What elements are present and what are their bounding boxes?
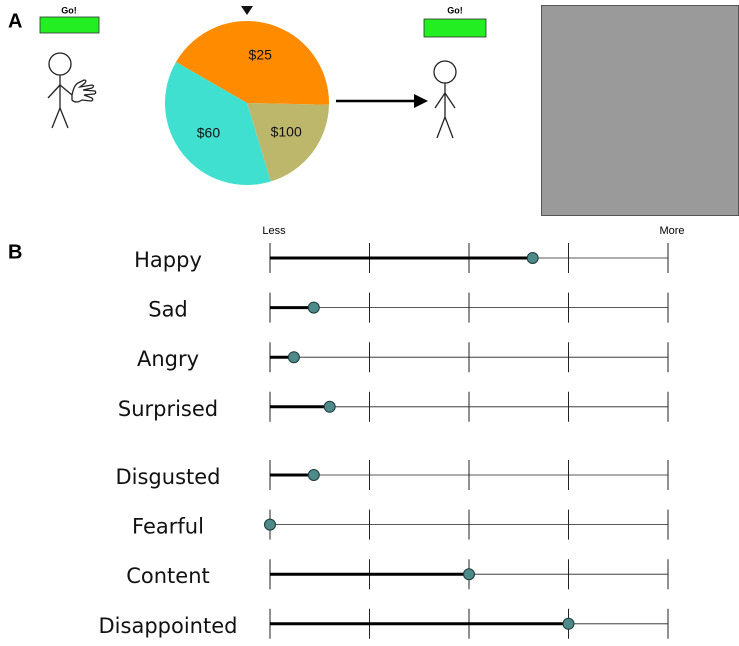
slider-handle (307, 301, 320, 314)
slider-handle (264, 518, 276, 531)
emotion-label: Content (126, 564, 210, 588)
go-button (423, 18, 487, 38)
pie-slice (175, 20, 329, 105)
scale-label: Less (262, 225, 286, 237)
button-label: Go! (61, 5, 77, 15)
slider-handle (463, 568, 475, 581)
stick-figure (433, 60, 457, 139)
slider-handle (307, 469, 320, 481)
slice-label: $60 (197, 124, 221, 140)
button-label: Go! (447, 5, 463, 15)
go-button (39, 16, 100, 34)
stick-figure (47, 52, 97, 129)
pie-slice (247, 103, 329, 182)
emotion-label: Sad (148, 298, 188, 322)
slider-handle (562, 617, 575, 630)
ratings: Less More Happy Sad Angry Surprised Disgusted F… (99, 225, 685, 639)
emotion-label: Fearful (132, 515, 204, 539)
slider-handle (287, 351, 300, 364)
panel-label: B (8, 241, 22, 263)
pie-slice (165, 62, 271, 185)
pie: $25 $100 $60 (165, 20, 329, 185)
image-placeholder (541, 5, 739, 216)
emotion-label: Disgusted (115, 465, 220, 489)
arrow-head (414, 94, 428, 108)
slider-handle (526, 252, 539, 264)
pointer (241, 6, 253, 15)
slider-handle (323, 400, 336, 413)
emotion-label: Angry (137, 347, 199, 371)
emotion-label: Happy (134, 248, 202, 272)
slice-label: $100 (271, 123, 302, 139)
emotion-label: Disappointed (99, 614, 238, 638)
panel-label: A (8, 10, 22, 32)
emotion-label: Surprised (118, 397, 218, 421)
slice-label: $25 (249, 46, 273, 62)
scale-label: More (659, 225, 684, 237)
